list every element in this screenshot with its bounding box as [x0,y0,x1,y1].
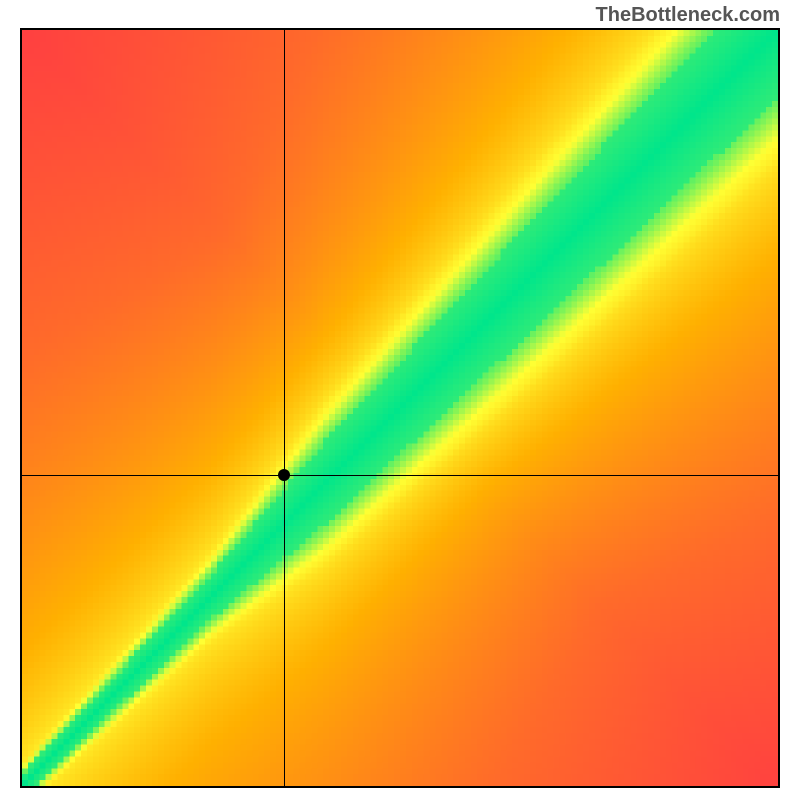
heatmap-canvas [22,30,778,786]
crosshair-marker-dot [278,469,290,481]
heatmap-plot-area [20,28,780,788]
crosshair-vertical-line [284,30,285,786]
watermark-text: TheBottleneck.com [0,0,800,28]
crosshair-horizontal-line [22,475,778,476]
